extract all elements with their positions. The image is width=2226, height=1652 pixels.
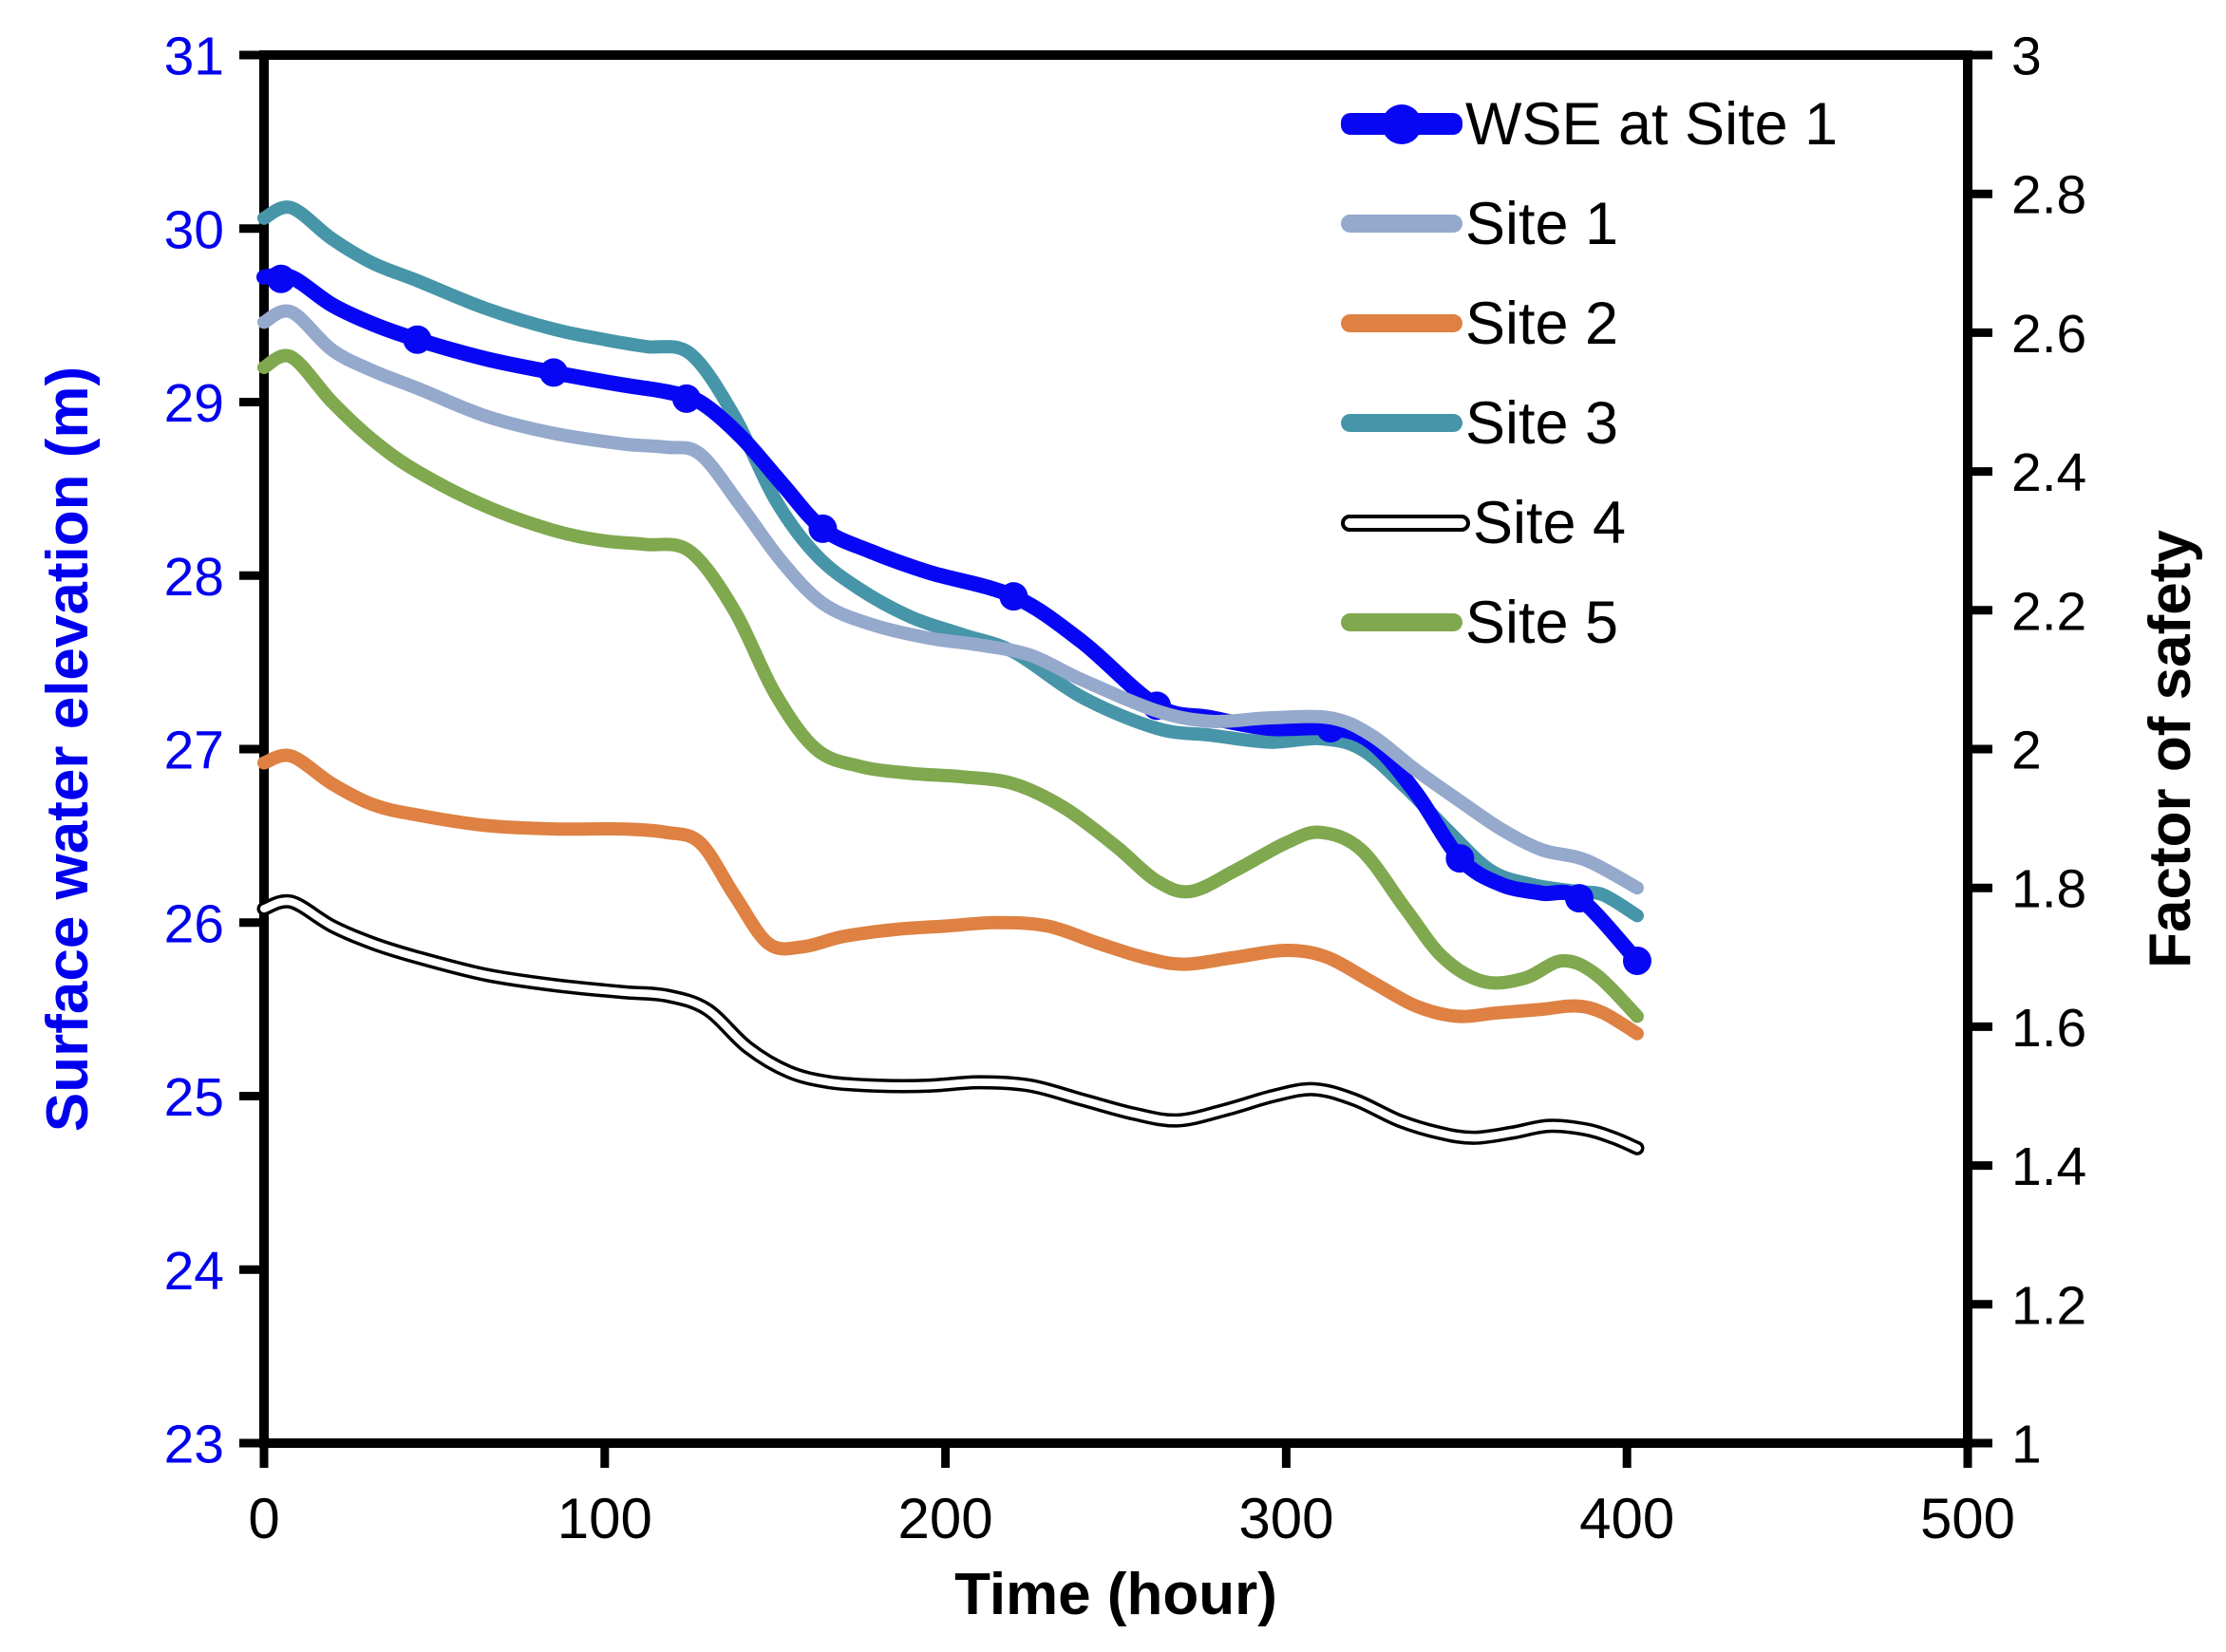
series-site-4: [256, 893, 1645, 1155]
legend-item-site4: Site 4: [1341, 473, 1838, 573]
legend-marker-dot-icon: [1382, 103, 1422, 144]
data-point-marker: [671, 384, 701, 413]
y-right-tick-label: 3: [2011, 27, 2042, 87]
series-line: [257, 748, 1644, 1041]
legend-label: Site 4: [1473, 489, 1627, 556]
data-point-marker: [1622, 946, 1651, 975]
y-right-tick-label: 2: [2011, 721, 2042, 781]
x-tick-label: 100: [557, 1487, 652, 1550]
series-site-1: [257, 304, 1644, 895]
y-right-tick-label: 1.4: [2011, 1136, 2086, 1197]
y-right-tick-label: 1: [2011, 1415, 2042, 1475]
y-right-tick-label: 2.8: [2011, 165, 2086, 226]
data-point-marker: [808, 514, 838, 543]
legend-swatch-line-icon: [1341, 314, 1462, 332]
series-line-inner: [260, 897, 1641, 1153]
x-tick-label: 200: [898, 1487, 993, 1550]
data-point-marker: [1564, 884, 1594, 913]
y-left-tick-label: 30: [164, 199, 224, 260]
legend-label: WSE at Site 1: [1465, 90, 1839, 158]
series-line: [256, 267, 1645, 968]
data-point-marker: [999, 582, 1028, 611]
x-tick-label: 400: [1579, 1487, 1674, 1550]
data-point-marker: [538, 358, 568, 387]
legend-label: Site 1: [1465, 190, 1619, 257]
legend-swatch-line-icon: [1341, 414, 1462, 432]
y-axis-left-title: Surface water elevation (m): [35, 366, 101, 1133]
legend-swatch-line-icon: [1341, 613, 1462, 631]
legend-swatch-line-icon: [1341, 215, 1462, 233]
y-right-tick-label: 1.8: [2011, 859, 2086, 920]
x-axis-title: Time (hour): [954, 1562, 1277, 1627]
y-right-tick-label: 1.2: [2011, 1275, 2086, 1336]
series-line: [257, 304, 1644, 895]
y-left-tick-label: 27: [164, 721, 224, 781]
legend-item-site5: Site 5: [1341, 573, 1838, 672]
y-right-tick-label: 2.4: [2011, 442, 2086, 503]
y-right-tick-label: 2.6: [2011, 304, 2086, 365]
y-left-tick-label: 23: [164, 1415, 224, 1475]
x-tick-label: 0: [248, 1487, 279, 1550]
legend-label: Site 3: [1465, 389, 1619, 457]
y-right-tick-label: 1.6: [2011, 998, 2086, 1059]
legend-label: Site 5: [1465, 589, 1619, 656]
y-axis-right-title: Factor of safety: [2138, 530, 2203, 968]
legend-item-site3: Site 3: [1341, 373, 1838, 473]
y-right-tick-label: 2.2: [2011, 581, 2086, 642]
y-left-tick-label: 29: [164, 373, 224, 434]
data-point-marker: [1445, 844, 1475, 873]
y-left-tick-label: 31: [164, 27, 224, 87]
legend-item-wse-site1: WSE at Site 1: [1341, 74, 1838, 174]
series-line: [257, 348, 1644, 1023]
x-tick-label: 500: [1920, 1487, 2015, 1550]
axes: 31 30 29 28 27 26 25 24 23 3 2.8 2.6 2.4 2.2 2 1.8 1.6 1.…: [164, 27, 2087, 1550]
x-tick-label: 300: [1238, 1487, 1333, 1550]
y-left-tick-label: 24: [164, 1241, 224, 1302]
y-left-tick-label: 28: [164, 547, 224, 608]
series-site-2: [257, 748, 1644, 1041]
y-left-tick-label: 25: [164, 1067, 224, 1128]
legend-label: Site 2: [1465, 290, 1619, 357]
legend-swatch-wse-line-icon: [1341, 103, 1462, 144]
legend-item-site1: Site 1: [1341, 174, 1838, 273]
data-point-marker: [403, 325, 432, 354]
legend-item-site2: Site 2: [1341, 273, 1838, 373]
data-point-marker: [266, 264, 295, 293]
legend: WSE at Site 1 Site 1 Site 2 Site 3 Site …: [1341, 74, 1838, 672]
series-site-5: [257, 348, 1644, 1023]
y-left-tick-label: 26: [164, 893, 224, 954]
legend-swatch-outline-line-icon: [1341, 514, 1470, 532]
